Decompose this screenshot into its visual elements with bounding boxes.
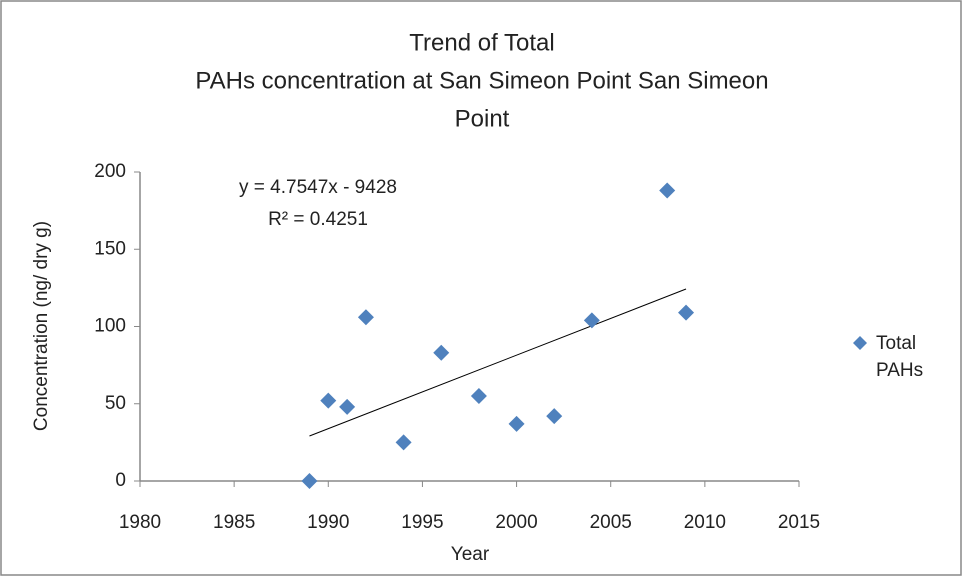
x-tick-label: 2010	[684, 512, 726, 533]
y-axis-label: Concentration (ng/ dry g)	[31, 221, 52, 431]
point	[583, 312, 600, 329]
point	[546, 408, 563, 425]
x-tick-label: 1990	[307, 512, 349, 533]
legend-label: Total PAHs	[876, 333, 924, 381]
trendline-r-squared: R² = 0.4251	[268, 209, 368, 230]
point	[470, 388, 487, 405]
point	[301, 473, 318, 489]
trendline-equation: y = 4.7547x - 9428	[239, 177, 397, 198]
y-tick-label: 100	[94, 316, 126, 337]
point	[659, 182, 676, 199]
point	[678, 304, 695, 321]
chart-title: Point	[455, 105, 510, 132]
point	[339, 398, 356, 415]
x-tick-label: 2015	[778, 512, 820, 533]
legend-marker	[853, 336, 867, 350]
chart-title: PAHs concentration at San Simeon Point S…	[195, 67, 768, 94]
y-tick-label: 150	[94, 238, 126, 259]
point	[357, 309, 374, 326]
x-tick-label: 2000	[495, 512, 537, 533]
y-tick-label: 0	[115, 470, 126, 491]
trendline	[309, 288, 687, 437]
x-tick-label: 1985	[213, 512, 255, 533]
y-tick-label: 50	[105, 393, 126, 414]
chart-title: Trend of Total	[409, 29, 554, 56]
point	[508, 415, 525, 432]
point	[433, 344, 450, 361]
y-tick-label: 200	[94, 161, 126, 182]
x-tick-label: 2005	[590, 512, 632, 533]
x-axis-label: Year	[451, 544, 490, 565]
x-tick-label: 1980	[119, 512, 161, 533]
point	[395, 434, 412, 451]
x-tick-label: 1995	[401, 512, 443, 533]
point	[320, 392, 337, 409]
